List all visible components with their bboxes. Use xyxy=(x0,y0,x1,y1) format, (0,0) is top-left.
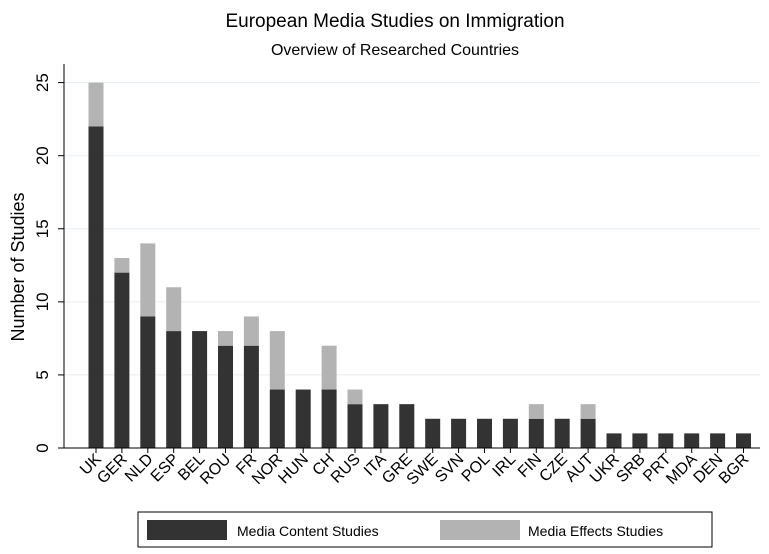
bar-media-effects-ch xyxy=(321,345,337,390)
bar-media-content-fin xyxy=(528,418,544,448)
y-tick-label: 25 xyxy=(33,73,52,92)
legend: Media Content Studies Media Effects Studi… xyxy=(137,511,713,548)
bar-media-content-ita xyxy=(373,404,389,448)
bar-media-content-den xyxy=(710,433,726,448)
bar-media-content-bel xyxy=(192,331,208,448)
y-tick-label: 20 xyxy=(33,146,52,165)
bar-media-content-swe xyxy=(425,418,441,448)
bar-media-content-uk xyxy=(88,126,104,448)
bar-media-effects-nor xyxy=(269,331,285,390)
legend-label-media-content: Media Content Studies xyxy=(237,523,379,539)
bar-media-effects-ger xyxy=(114,258,130,273)
bar-media-content-bgr xyxy=(736,433,751,448)
x-tick-label-pol: POL xyxy=(459,451,494,486)
x-tick-label-nld: NLD xyxy=(122,451,157,486)
chart-title: European Media Studies on Immigration xyxy=(225,11,564,32)
bar-media-content-ch xyxy=(321,389,337,448)
bar-media-content-nor xyxy=(269,389,285,448)
bar-media-content-pol xyxy=(477,418,492,448)
legend-box xyxy=(137,511,713,548)
x-tick-label-hun: HUN xyxy=(275,451,312,488)
axes: 0 5 10 15 20 25 xyxy=(33,64,760,453)
y-axis-label: Number of Studies xyxy=(8,192,28,341)
bar-media-effects-esp xyxy=(166,287,182,332)
x-tick-label-srb: SRB xyxy=(613,451,648,486)
x-tick-labels: UKGERNLDESPBELROUFRNORHUNCHRUSITAGRESWES… xyxy=(77,451,752,489)
bar-media-content-aut xyxy=(580,418,596,448)
bar-media-effects-uk xyxy=(88,82,104,127)
bar-media-content-rou xyxy=(218,345,233,448)
bar-media-effects-aut xyxy=(580,404,596,419)
y-tick-label: 15 xyxy=(33,219,52,238)
x-tick-label-irl: IRL xyxy=(490,451,520,481)
legend-label-media-effects: Media Effects Studies xyxy=(528,523,663,539)
bar-media-content-fr xyxy=(243,345,259,448)
bar-media-content-prt xyxy=(658,433,674,448)
bar-media-effects-nld xyxy=(140,243,156,317)
bar-media-content-srb xyxy=(632,433,648,448)
y-tick-label: 10 xyxy=(33,292,52,311)
y-tick-label: 0 xyxy=(33,443,52,452)
bar-media-content-esp xyxy=(166,331,182,448)
bar-media-content-cze xyxy=(554,418,570,448)
bar-media-content-svn xyxy=(451,418,467,448)
bar-media-content-irl xyxy=(502,418,518,448)
bars xyxy=(88,82,751,448)
bar-media-content-ukr xyxy=(606,433,622,448)
x-tick-label-rus: RUS xyxy=(328,451,364,487)
bar-media-content-gre xyxy=(399,404,415,448)
y-tick-label: 5 xyxy=(33,370,52,379)
legend-swatch-media-content xyxy=(147,520,227,540)
x-tick-label-esp: ESP xyxy=(148,451,183,486)
bar-media-content-hun xyxy=(295,389,311,448)
bar-media-effects-rou xyxy=(218,331,233,346)
bar-media-content-mda xyxy=(684,433,700,448)
bar-media-content-ger xyxy=(114,272,130,448)
bar-media-effects-fin xyxy=(528,404,544,419)
chart-subtitle: Overview of Researched Countries xyxy=(271,42,519,59)
bar-media-effects-rus xyxy=(347,389,363,405)
x-tick-label-bgr: BGR xyxy=(716,451,753,488)
bar-media-effects-fr xyxy=(243,316,259,346)
bar-media-content-nld xyxy=(140,316,156,448)
x-tick-label-rou: ROU xyxy=(197,451,234,488)
legend-swatch-media-effects xyxy=(440,520,520,540)
x-tick-label-cze: CZE xyxy=(536,451,571,486)
x-tick-label-svn: SVN xyxy=(432,451,467,486)
bar-media-content-rus xyxy=(347,404,363,448)
